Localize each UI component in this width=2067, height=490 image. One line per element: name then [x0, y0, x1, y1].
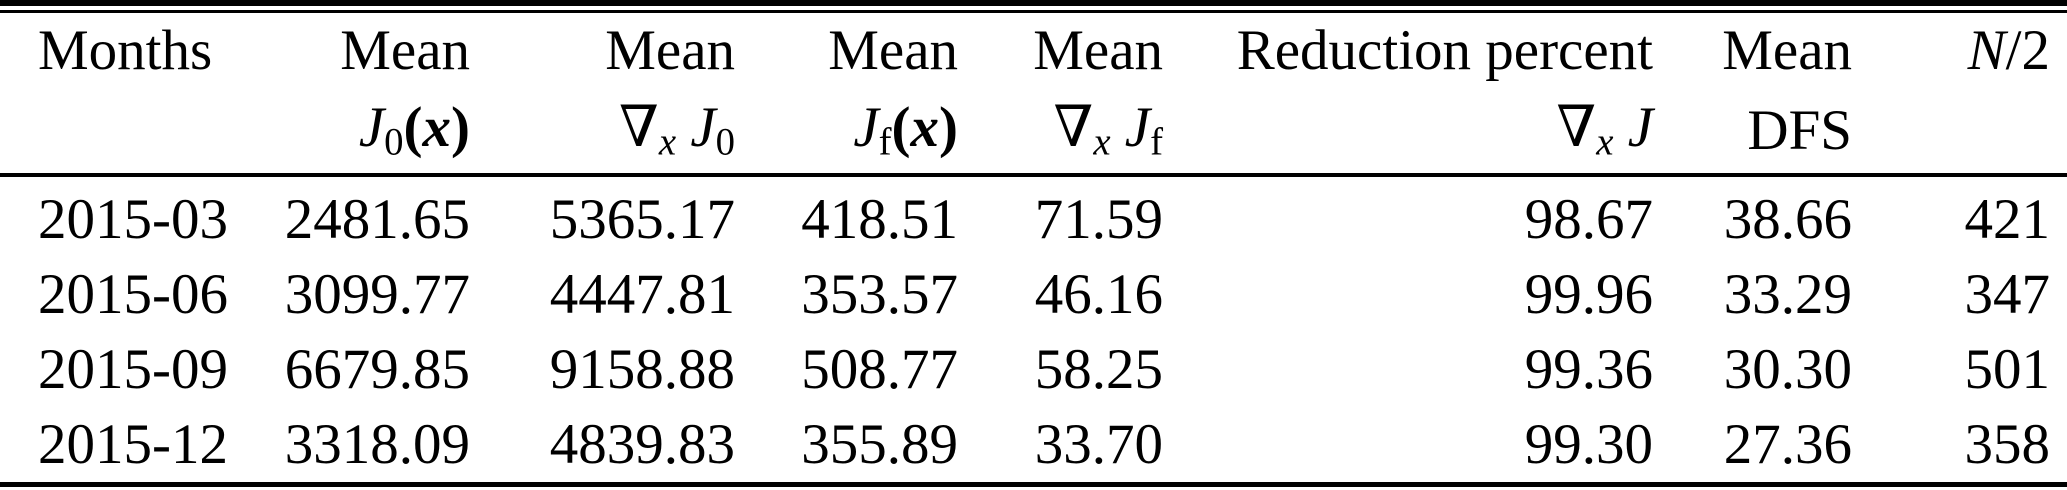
cell-mean-grad-jf: 33.70	[1034, 413, 1163, 476]
table-row: 2015-09 6679.85 9158.88 508.77 58.25 99.…	[0, 323, 2067, 398]
table-row: 2015-06 3099.77 4447.81 353.57 46.16 99.…	[0, 248, 2067, 323]
cell-mean-dfs: 30.30	[1723, 338, 1852, 401]
cell-mean-dfs: 33.29	[1723, 263, 1852, 326]
cell-mean-jf: 418.51	[801, 188, 958, 251]
col-header-mean-grad-j0-sub: ∇x J0	[619, 95, 735, 164]
cell-n-half: 421	[1964, 188, 2051, 251]
cell-mean-grad-j0: 5365.17	[549, 188, 735, 251]
col-header-mean-jf-top: Mean	[828, 19, 958, 82]
header-row-2: J0(x) ∇x J0 Jf(x) ∇x Jf ∇x J DFS	[0, 88, 2067, 173]
cell-n-half: 347	[1964, 263, 2051, 326]
table-row: 2015-12 3318.09 4839.83 355.89 33.70 99.…	[0, 398, 2067, 473]
top-rule-thick	[0, 0, 2067, 6]
cell-mean-j0: 2481.65	[284, 188, 470, 251]
col-header-months: Months	[38, 19, 213, 82]
cell-mean-grad-j0: 9158.88	[549, 338, 735, 401]
cell-month: 2015-09	[38, 338, 228, 401]
cell-mean-grad-j0: 4839.83	[549, 413, 735, 476]
col-header-mean-grad-jf-top: Mean	[1033, 19, 1163, 82]
header-separator-rule	[0, 173, 2067, 177]
cell-mean-j0: 6679.85	[284, 338, 470, 401]
col-header-mean-jf-sub: Jf(x)	[853, 95, 958, 164]
cell-month: 2015-06	[38, 263, 228, 326]
col-header-mean-grad-jf-sub: ∇x Jf	[1053, 95, 1163, 164]
cell-mean-grad-jf: 58.25	[1034, 338, 1163, 401]
cell-mean-dfs: 27.36	[1723, 413, 1852, 476]
cell-mean-jf: 355.89	[801, 413, 958, 476]
cell-reduction-percent: 99.30	[1524, 413, 1653, 476]
cell-reduction-percent: 98.67	[1524, 188, 1653, 251]
cell-month: 2015-03	[38, 188, 228, 251]
col-header-mean-dfs-sub: DFS	[1747, 99, 1852, 162]
cell-mean-grad-j0: 4447.81	[549, 263, 735, 326]
cell-reduction-percent: 99.96	[1524, 263, 1653, 326]
cell-mean-jf: 353.57	[801, 263, 958, 326]
bottom-rule	[0, 482, 2067, 487]
cell-month: 2015-12	[38, 413, 228, 476]
col-header-reduction-percent-sub: ∇x J	[1556, 95, 1653, 164]
col-header-n-half-sub	[1852, 88, 2067, 173]
cell-mean-dfs: 38.66	[1723, 188, 1852, 251]
col-header-mean-grad-j0-top: Mean	[605, 19, 735, 82]
cell-n-half: 358	[1964, 413, 2051, 476]
cell-mean-grad-jf: 46.16	[1034, 263, 1163, 326]
table-row: 2015-03 2481.65 5365.17 418.51 71.59 98.…	[0, 173, 2067, 248]
cell-mean-grad-jf: 71.59	[1034, 188, 1163, 251]
results-table: Months Mean Mean Mean Mean Reduction per…	[0, 13, 2067, 473]
cell-mean-jf: 508.77	[801, 338, 958, 401]
cell-n-half: 501	[1964, 338, 2051, 401]
cell-mean-j0: 3099.77	[284, 263, 470, 326]
col-header-n-half: N/2	[1967, 19, 2050, 82]
col-header-months-sub	[0, 88, 280, 173]
col-header-mean-j0-sub: J0(x)	[358, 95, 470, 164]
cell-mean-j0: 3318.09	[284, 413, 470, 476]
header-row-1: Months Mean Mean Mean Mean Reduction per…	[0, 13, 2067, 88]
cell-reduction-percent: 99.36	[1524, 338, 1653, 401]
col-header-mean-j0-top: Mean	[340, 19, 470, 82]
col-header-reduction-percent-top: Reduction percent	[1236, 19, 1653, 82]
col-header-mean-dfs-top: Mean	[1722, 19, 1852, 82]
top-rule-thin	[0, 10, 2067, 13]
